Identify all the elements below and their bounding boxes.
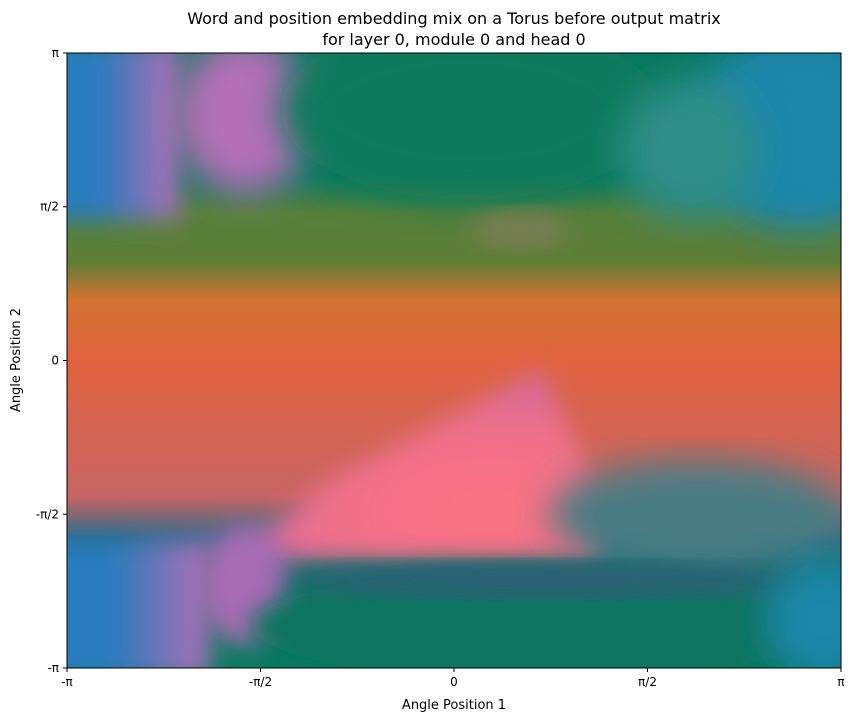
region-center-olive-spot <box>470 212 570 248</box>
y-tick-label: -π/2 <box>36 507 59 521</box>
y-tick-label: π <box>52 46 59 60</box>
region-left-edge-top <box>67 53 180 220</box>
region-bottom-ellipse <box>250 570 830 668</box>
x-tick-label: -π <box>61 675 73 689</box>
x-axis-label: Angle Position 1 <box>402 698 506 713</box>
y-tick-label: 0 <box>51 354 59 368</box>
x-tick-label: -π/2 <box>249 675 272 689</box>
plot-area <box>67 53 841 668</box>
heatmap-regions <box>67 53 841 668</box>
x-tick-label: π/2 <box>638 675 657 689</box>
region-top-middle-teal <box>280 53 660 200</box>
region-right-slate <box>550 460 841 570</box>
region-bottom-ellipse-edge <box>275 564 815 596</box>
y-axis-ticks: -π -π/2 0 π/2 π <box>36 46 67 675</box>
y-axis-label: Angle Position 2 <box>9 308 24 412</box>
region-pink-triangle <box>230 370 600 560</box>
region-top-left-purple <box>175 53 315 195</box>
region-left-edge-bottom <box>67 540 210 668</box>
chart-title: Word and position embedding mix on a Tor… <box>187 9 721 28</box>
x-tick-label: 0 <box>450 675 458 689</box>
y-tick-label: π/2 <box>40 200 59 214</box>
chart-subtitle: for layer 0, module 0 and head 0 <box>322 30 585 49</box>
y-tick-label: -π <box>47 661 59 675</box>
region-bottom-right-blue <box>765 560 841 668</box>
region-top-right-transition <box>620 80 760 220</box>
x-tick-label: π <box>837 675 844 689</box>
x-axis-ticks: -π -π/2 0 π/2 π <box>61 668 845 689</box>
